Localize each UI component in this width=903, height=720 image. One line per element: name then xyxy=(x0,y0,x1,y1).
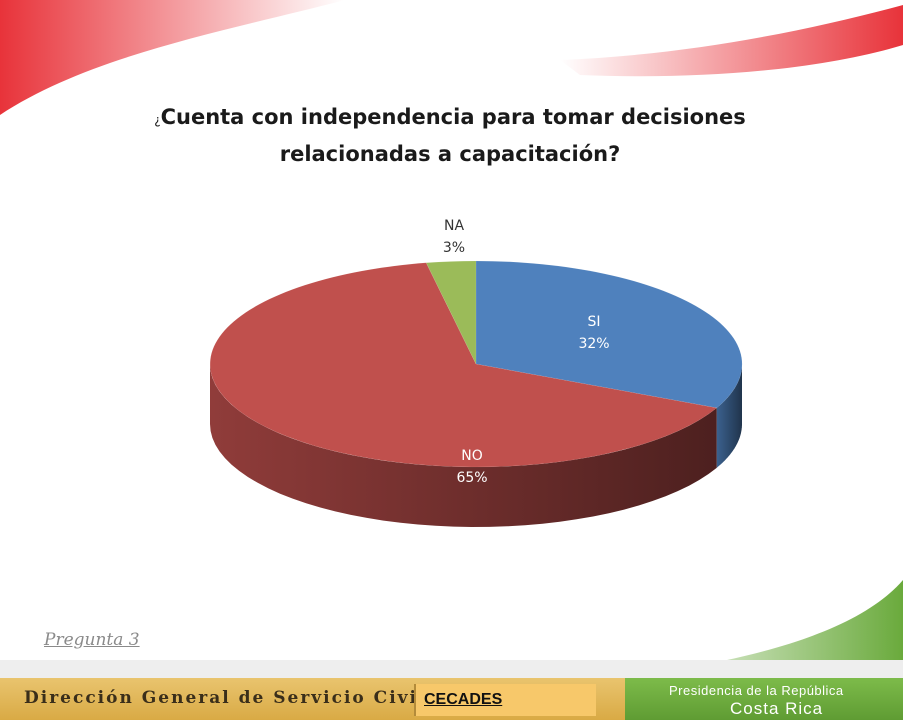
data-label-si-name: SI xyxy=(587,314,600,330)
bottom-gray-band xyxy=(0,660,903,678)
question-label[interactable]: Pregunta 3 xyxy=(44,630,140,650)
data-label-no-name: NO xyxy=(461,448,483,464)
cecades-label: CECADES xyxy=(424,691,503,708)
slice-no xyxy=(209,262,718,468)
slice-na xyxy=(425,260,477,365)
org-name: Dirección General de Servicio Civil xyxy=(24,688,427,708)
data-label-na-name: NA xyxy=(444,218,464,234)
title-prefix: ¿ xyxy=(154,113,161,127)
footer-right-band: Presidencia de la República Costa Rica xyxy=(625,678,903,720)
title-line-2: relacionadas a capacitación? xyxy=(279,142,621,166)
cecades-badge: CECADES xyxy=(414,684,596,716)
chart-title: ¿Cuenta con independencia para tomar dec… xyxy=(100,100,800,171)
slice-si xyxy=(475,260,743,409)
title-line-1: Cuenta con independencia para tomar deci… xyxy=(160,105,746,129)
data-label-na-value: 3% xyxy=(443,240,465,256)
presidency-label: Presidencia de la República xyxy=(669,683,844,698)
data-label-si-value: 32% xyxy=(578,336,609,352)
top-left-swoosh xyxy=(0,0,345,115)
footer: Dirección General de Servicio Civil CECA… xyxy=(0,678,903,720)
bottom-green-swoosh xyxy=(620,580,903,678)
slice-side-no xyxy=(210,364,717,527)
top-right-swoosh xyxy=(560,5,903,77)
country-label: Costa Rica xyxy=(730,699,824,718)
slice-side-si xyxy=(716,364,742,468)
data-label-no-value: 65% xyxy=(456,470,487,486)
